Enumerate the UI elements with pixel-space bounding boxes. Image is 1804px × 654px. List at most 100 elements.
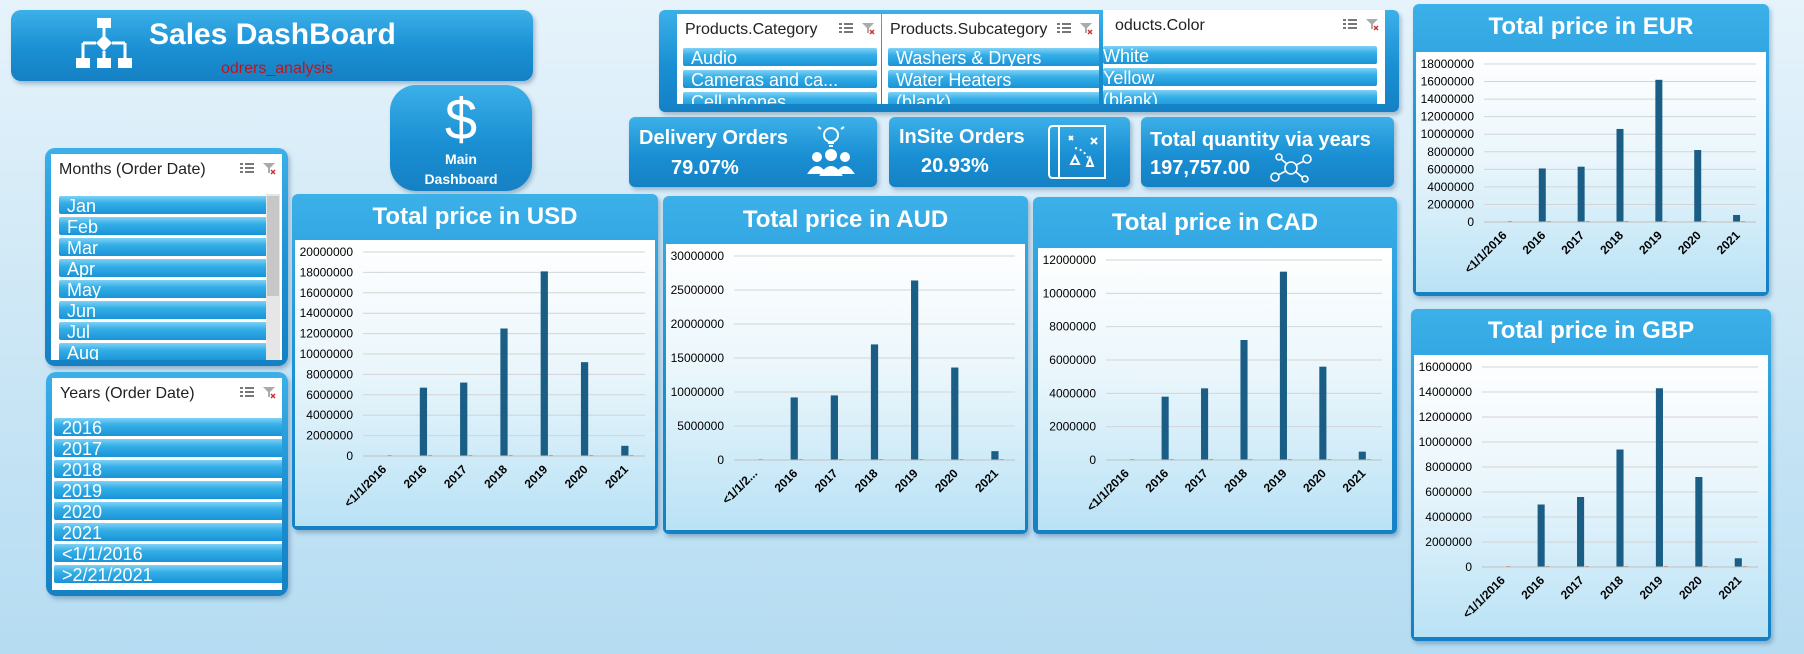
color-slicer-header: oducts.Color xyxy=(1115,17,1205,34)
x-tick-label: <1/1/2016 xyxy=(1460,573,1508,621)
x-tick-label: 2016 xyxy=(401,462,430,491)
x-tick-label: 2016 xyxy=(1518,573,1547,602)
x-tick-label: 2017 xyxy=(1558,573,1587,602)
x-tick-label: 2021 xyxy=(1340,466,1369,495)
bar xyxy=(870,344,879,460)
bar-chart: 2000000018000000160000001400000012000000… xyxy=(300,245,645,510)
slicer-item[interactable]: Yellow xyxy=(1103,68,1377,86)
y-tick-label: 6000000 xyxy=(1425,485,1472,499)
months-slicer: Months (Order Date) Jan Feb Mar Apr May … xyxy=(45,148,288,366)
slicer-item[interactable]: Aug xyxy=(59,343,275,360)
chart-aud-title: Total price in AUD xyxy=(742,206,949,233)
x-tick-label: 2017 xyxy=(441,462,470,491)
y-tick-label: 18000000 xyxy=(1421,57,1475,71)
slicer-item[interactable]: <1/1/2016 xyxy=(54,544,282,562)
x-tick-label: 2019 xyxy=(522,462,551,491)
slicer-item[interactable]: Mar xyxy=(59,238,275,256)
y-tick-label: 4000000 xyxy=(1427,180,1474,194)
multi-select-icon[interactable] xyxy=(240,385,254,399)
multi-select-icon[interactable] xyxy=(1343,17,1357,31)
main-dashboard-button[interactable]: $ Main Dashboard xyxy=(390,85,532,191)
bar xyxy=(1161,396,1169,460)
bar xyxy=(911,280,919,460)
chart-eur-title: Total price in EUR xyxy=(1488,13,1694,40)
slicer-item[interactable]: White xyxy=(1103,46,1377,64)
x-tick-label: <1/1/2016 xyxy=(341,462,389,510)
bar xyxy=(830,395,838,460)
x-tick-label: 2020 xyxy=(1675,228,1704,257)
x-tick-label: 2019 xyxy=(892,466,921,495)
x-tick-label: 2017 xyxy=(1182,466,1211,495)
x-tick-label: <1/1/2016 xyxy=(1462,228,1510,276)
slicer-item[interactable]: Jul xyxy=(59,322,275,340)
flowchart-icon xyxy=(73,16,133,76)
slicer-item[interactable]: Jan xyxy=(59,196,275,214)
x-tick-label: <1/1/2016 xyxy=(1084,466,1132,514)
clear-filter-icon[interactable] xyxy=(1365,17,1379,31)
bar xyxy=(1616,128,1624,222)
y-tick-label: 18000000 xyxy=(300,265,354,279)
y-tick-label: 6000000 xyxy=(1049,353,1096,367)
y-tick-label: 25000000 xyxy=(671,283,725,297)
slicer-item[interactable]: Cell phones xyxy=(683,92,877,104)
slicer-item[interactable]: 2017 xyxy=(54,439,282,457)
slicer-item[interactable]: Apr xyxy=(59,259,275,277)
chart-aud-plot: 30000000 25000000 20000000 15000000 10000000… xyxy=(666,244,1025,530)
x-tick-label: 2016 xyxy=(1520,228,1549,257)
x-tick-label: 2020 xyxy=(1300,466,1329,495)
multi-select-icon[interactable] xyxy=(839,21,853,35)
x-tick-label: 2020 xyxy=(562,462,591,491)
slicer-item[interactable]: May xyxy=(59,280,275,298)
slicer-item[interactable]: >2/21/2021 xyxy=(54,565,282,583)
y-tick-label: 14000000 xyxy=(1419,385,1473,399)
y-tick-label: 6000000 xyxy=(1427,162,1474,176)
main-dashboard-label-2: Dashboard xyxy=(424,171,498,187)
slicer-item[interactable]: 2018 xyxy=(54,460,282,478)
bar xyxy=(1240,340,1248,460)
kpi-quantity-value: 197,757.00 xyxy=(1150,157,1251,179)
chart-gbp: Total price in GBP 16000000 14000000 12000… xyxy=(1411,309,1771,641)
subcategory-slicer: Products.Subcategory Washers & Dryers Wa… xyxy=(882,14,1099,104)
slicer-item[interactable]: 2020 xyxy=(54,502,282,520)
clear-filter-icon[interactable] xyxy=(861,21,875,35)
slicer-item[interactable]: (blank) xyxy=(1103,90,1377,104)
x-tick-label: 2021 xyxy=(972,466,1001,495)
slicer-item[interactable]: 2016 xyxy=(54,418,282,436)
multi-select-icon[interactable] xyxy=(1057,21,1071,35)
y-tick-label: 2000000 xyxy=(1049,420,1096,434)
y-tick-label: 2000000 xyxy=(1425,535,1472,549)
category-slicer-header: Products.Category xyxy=(685,21,818,38)
y-tick-label: 0 xyxy=(717,453,724,467)
color-slicer: oducts.Color White Yellow (blank) xyxy=(1103,10,1385,104)
slicer-item[interactable]: (blank) xyxy=(888,92,1099,104)
clear-filter-icon[interactable] xyxy=(262,385,276,399)
clear-filter-icon[interactable] xyxy=(1079,21,1093,35)
page-subtitle: odrers_analysis xyxy=(221,60,334,77)
bar-chart: 16000000 14000000 12000000 10000000 8000000 6… xyxy=(1419,360,1758,621)
x-tick-label: 2021 xyxy=(1714,228,1743,257)
slicer-item[interactable]: Audio xyxy=(683,48,877,66)
slicer-item[interactable]: Jun xyxy=(59,301,275,319)
chart-aud: Total price in AUD 30000000 25000000 20000… xyxy=(663,196,1028,534)
slicer-item[interactable]: Washers & Dryers xyxy=(888,48,1099,66)
bar xyxy=(419,387,428,456)
bar xyxy=(1577,497,1585,567)
multi-select-icon[interactable] xyxy=(240,161,254,175)
clear-filter-icon[interactable] xyxy=(262,161,276,175)
x-tick-label: 2021 xyxy=(1716,573,1745,602)
y-tick-label: 30000000 xyxy=(671,249,725,263)
chart-cad-title: Total price in CAD xyxy=(1111,209,1319,236)
y-tick-label: 10000000 xyxy=(1419,435,1473,449)
main-dashboard-label-1: Main xyxy=(445,151,477,167)
slicer-item[interactable]: Feb xyxy=(59,217,275,235)
months-scrollbar[interactable] xyxy=(266,194,280,360)
x-tick-label: 2020 xyxy=(932,466,961,495)
y-tick-label: 10000000 xyxy=(1421,127,1475,141)
slicer-item[interactable]: 2019 xyxy=(54,481,282,499)
y-tick-label: 16000000 xyxy=(1421,75,1475,89)
x-tick-label: 2017 xyxy=(812,466,841,495)
slicer-item[interactable]: Cameras and ca... xyxy=(683,70,877,88)
y-tick-label: 14000000 xyxy=(1421,92,1475,106)
slicer-item[interactable]: 2021 xyxy=(54,523,282,541)
slicer-item[interactable]: Water Heaters xyxy=(888,70,1099,88)
